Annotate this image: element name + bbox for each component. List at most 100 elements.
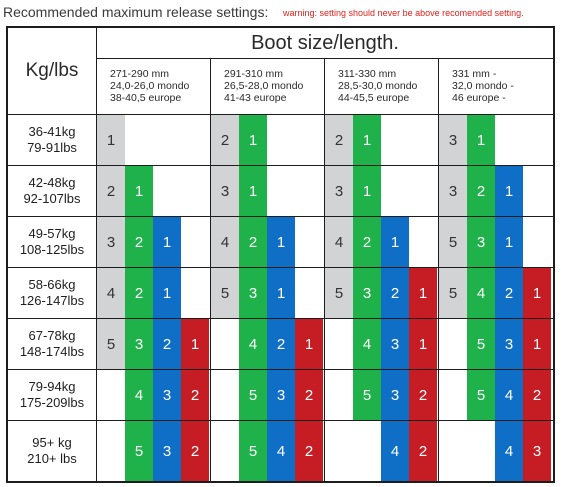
setting-bar-blue: 2 [267, 319, 295, 369]
kg-lbs-header: Kg/lbs [8, 28, 96, 114]
setting-bar-green: 2 [239, 217, 267, 267]
setting-bar-gray: 5 [439, 268, 467, 318]
boot-size-line: 41-43 europe [224, 92, 287, 104]
setting-bar-red: 1 [523, 268, 551, 318]
setting-bar-green: 3 [125, 319, 153, 369]
setting-bar-gray: 3 [325, 166, 353, 216]
weight-lbs: 108-125lbs [19, 242, 85, 257]
setting-bar-green: 1 [239, 115, 267, 165]
setting-bar-green: 1 [353, 115, 381, 165]
weight-kg: 36-41kg [28, 124, 76, 139]
setting-bar-green: 2 [125, 268, 153, 318]
setting-bar-green: 5 [239, 421, 267, 481]
setting-bar-green: 1 [353, 166, 381, 216]
setting-bar-blue: 1 [495, 166, 523, 216]
boot-size-line: 24,0-26,0 mondo [110, 80, 190, 92]
setting-bar-green: 2 [467, 166, 495, 216]
setting-bar-green: 5 [125, 421, 153, 481]
boot-size-line: 28,5-30,0 mondo [338, 80, 418, 92]
weight-cell: 36-41kg 79-91lbs [8, 115, 96, 165]
setting-bar-red: 2 [181, 421, 209, 481]
boot-size-header: Boot size/length. [97, 28, 553, 58]
setting-bar-blue: 1 [267, 268, 295, 318]
setting-bar-blue: 3 [381, 319, 409, 369]
boot-size-line: 46 europe - [452, 92, 506, 104]
setting-bar-green: 5 [467, 319, 495, 369]
weight-lbs: 175-209lbs [19, 395, 85, 410]
weight-kg: 49-57kg [28, 226, 76, 241]
boot-size-column-4: 331 mm -32,0 mondo -46 europe - [439, 59, 553, 114]
setting-bar-blue: 1 [495, 217, 523, 267]
setting-bar-blue: 1 [153, 268, 181, 318]
setting-bar-red: 1 [523, 319, 551, 369]
setting-bar-gray: 2 [325, 115, 353, 165]
setting-bar-red: 1 [181, 319, 209, 369]
setting-bar-gray: 2 [97, 166, 125, 216]
weight-cell: 58-66kg 126-147lbs [8, 268, 96, 318]
setting-bar-red: 1 [409, 268, 437, 318]
kg-lbs-label: Kg/lbs [25, 60, 79, 81]
setting-bar-green: 2 [125, 217, 153, 267]
setting-bar-green: 3 [467, 217, 495, 267]
setting-bar-green: 3 [353, 268, 381, 318]
setting-bar-blue: 4 [495, 421, 523, 481]
setting-bar-blue: 3 [267, 370, 295, 420]
setting-bar-gray: 5 [325, 268, 353, 318]
setting-bar-red: 1 [409, 319, 437, 369]
setting-bar-gray: 3 [211, 166, 239, 216]
boot-size-line: 38-40,5 europe [110, 92, 182, 104]
setting-bar-red: 2 [295, 370, 323, 420]
setting-bar-red: 3 [523, 421, 551, 481]
page-title: Recommended maximum release settings: [3, 4, 269, 20]
top-bar: Recommended maximum release settings: wa… [0, 0, 562, 24]
weight-kg: 95+ kg [32, 435, 72, 450]
weight-kg: 67-78kg [28, 328, 76, 343]
setting-bar-green: 5 [353, 370, 381, 420]
release-settings-table: Kg/lbs Boot size/length. 271-290 mm 24,0-26… [6, 26, 555, 483]
weight-lbs: 210+ lbs [27, 451, 77, 466]
setting-bar-green: 5 [239, 370, 267, 420]
setting-bar-green: 3 [239, 268, 267, 318]
boot-size-line: 311-330 mm [338, 68, 397, 80]
setting-bar-blue: 3 [381, 370, 409, 420]
weight-lbs: 148-174lbs [19, 344, 85, 359]
weight-lbs: 79-91lbs [27, 140, 77, 155]
setting-bar-gray: 4 [325, 217, 353, 267]
setting-bar-gray: 2 [211, 115, 239, 165]
setting-bar-blue: 1 [153, 217, 181, 267]
boot-size-column-1: 271-290 mm 24,0-26,0 mondo 38-40,5 europe [97, 59, 210, 114]
boot-size-line: 291-310 mm [224, 68, 283, 80]
weight-cell: 42-48kg 92-107lbs [8, 166, 96, 216]
weight-lbs: 126-147lbs [19, 293, 85, 308]
boot-size-column-3: 311-330 mm 28,5-30,0 mondo 44-45,5 europe [325, 59, 438, 114]
setting-bar-red: 2 [295, 421, 323, 481]
warning-text: warning: setting should never be above r… [283, 8, 524, 18]
boot-size-line: 32,0 mondo - [452, 80, 514, 92]
setting-bar-red: 2 [409, 421, 437, 481]
setting-bar-gray: 4 [97, 268, 125, 318]
setting-bar-red: 2 [523, 370, 551, 420]
setting-bar-blue: 3 [153, 421, 181, 481]
setting-bar-green: 5 [467, 370, 495, 420]
setting-bar-gray: 1 [97, 115, 125, 165]
setting-bar-green: 1 [125, 166, 153, 216]
boot-size-line: 44-45,5 europe [338, 92, 410, 104]
